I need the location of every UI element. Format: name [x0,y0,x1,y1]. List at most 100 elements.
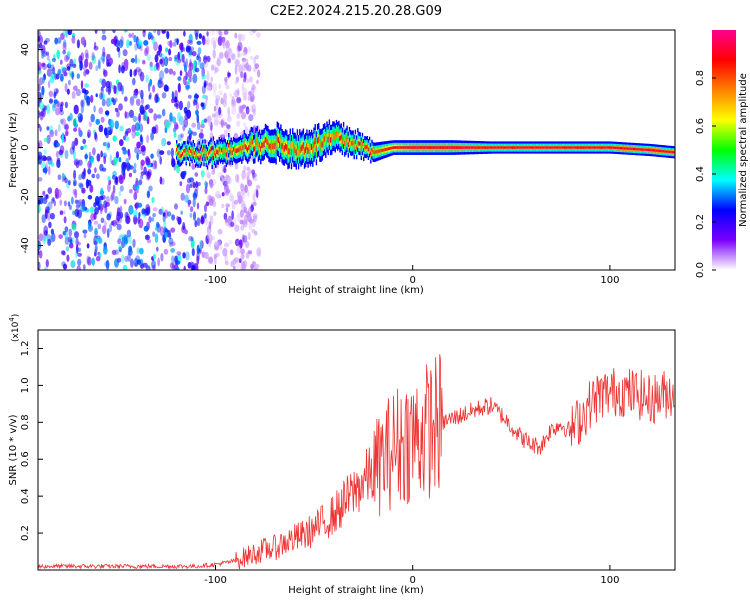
noise-speckle [41,62,46,67]
noise-speckle [84,49,89,58]
band-cell [661,150,663,153]
noise-speckle [94,30,98,34]
noise-speckle [49,212,56,220]
noise-speckle [48,221,52,229]
noise-speckle [68,242,74,249]
band-cell [573,146,575,149]
band-cell [462,146,464,149]
noise-speckle [235,173,239,183]
noise-speckle [179,70,183,76]
noise-speckle [142,114,147,121]
band-cell [560,146,562,149]
noise-speckle [249,95,254,102]
band-cell [408,146,410,149]
band-cell [242,145,244,150]
noise-speckle [78,55,83,64]
noise-speckle [156,61,160,71]
colorbar: 0.0 0.2 0.4 0.6 0.8 Normalized spectral ampl… [695,30,749,278]
noise-speckle [95,200,100,206]
noise-speckle [106,126,112,136]
noise-speckle [240,203,246,211]
noise-speckle [78,174,82,181]
noise-speckle [72,63,77,68]
noise-speckle [77,112,83,121]
noise-speckle [224,190,230,197]
noise-speckle [249,76,253,83]
noise-speckle [67,30,73,36]
noise-speckle [147,82,151,92]
noise-speckle [193,60,196,70]
noise-speckle [216,58,222,67]
noise-speckle [43,148,47,155]
band-cell [483,146,486,149]
noise-speckle [158,52,163,58]
band-cell [591,146,593,149]
noise-speckle [42,235,48,242]
noise-speckle [241,104,247,109]
noise-speckle [134,146,140,154]
noise-speckle [204,218,209,226]
band-cell [445,146,448,149]
noise-speckle [239,258,242,264]
noise-speckle [38,140,43,149]
colorbar-tick-label: 0.8 [695,70,706,86]
band-cell [516,146,519,149]
noise-speckle [236,112,241,120]
band-cell [370,151,372,156]
noise-speckle [243,121,247,128]
band-cell [431,146,433,149]
noise-speckle [133,210,138,218]
band-cell [636,148,638,151]
noise-speckle [198,132,204,139]
noise-speckle [39,101,44,110]
noise-speckle [118,39,124,49]
snr-panel: -100 0 100 0.2 0.4 0.6 0.8 1.0 1.2 Height of st… [8,314,676,596]
noise-speckle [159,226,165,237]
band-cell [639,148,642,151]
noise-speckle [56,49,61,60]
noise-speckle [242,51,246,56]
band-cell [203,153,205,158]
noise-speckle [236,174,240,184]
noise-speckle [200,170,205,178]
noise-speckle [196,217,201,227]
noise-speckle [236,213,241,222]
noise-speckle [230,221,235,228]
noise-speckle [235,260,241,269]
noise-speckle [84,153,88,160]
noise-speckle [82,264,86,270]
noise-speckle [148,216,152,224]
noise-speckle [107,142,111,149]
noise-speckle [201,73,205,80]
noise-speckle [238,105,243,114]
band-cell [489,146,491,149]
band-cell [196,154,198,158]
noise-speckle [43,156,48,161]
noise-speckle [152,207,158,212]
noise-speckle [132,115,138,122]
band-cell [296,143,299,150]
band-cell [377,149,379,154]
noise-speckle [100,116,105,123]
noise-speckle [42,238,46,245]
noise-speckle [159,58,164,65]
noise-speckle [231,53,236,61]
band-cell [558,146,560,149]
noise-speckle [76,73,81,79]
noise-speckle [64,231,69,242]
noise-speckle [224,76,228,83]
noise-speckle [185,84,191,90]
noise-speckle [189,183,193,189]
y-tick-label: 0 [20,144,31,150]
noise-speckle [203,55,208,64]
noise-speckle [125,157,129,165]
noise-speckle [133,258,139,267]
y-tick-label: 0.2 [20,525,31,541]
noise-speckle [206,168,210,178]
noise-speckle [196,255,200,265]
noise-speckle [114,120,120,130]
noise-speckle [208,120,212,127]
noise-speckle [138,41,144,46]
noise-speckle [60,59,63,65]
noise-speckle [126,229,132,238]
